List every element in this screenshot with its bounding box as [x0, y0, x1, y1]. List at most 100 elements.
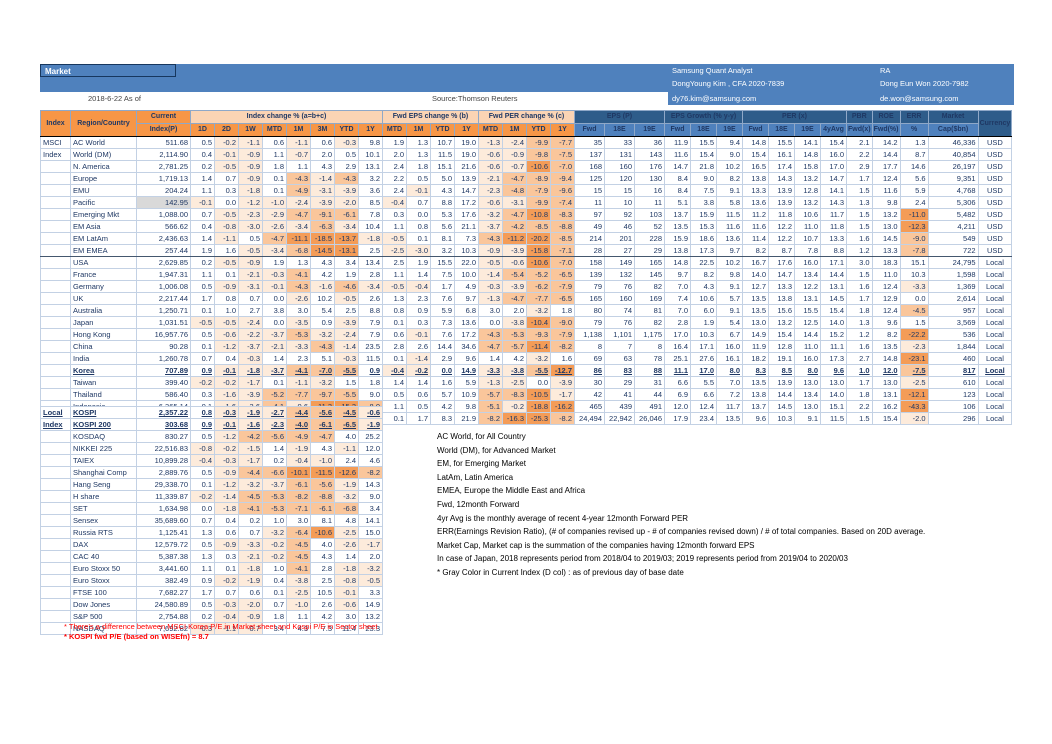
- per-value: 14.8: [742, 136, 769, 149]
- index-change: 1.4: [262, 442, 287, 455]
- current-index: 1,125.41: [136, 526, 191, 539]
- index-group-label: [40, 172, 71, 185]
- current-index: 511.68: [136, 136, 191, 149]
- fwd-per-change: -9.3: [526, 328, 551, 341]
- fwd-per-change: -5.4: [502, 268, 527, 281]
- fwd-eps-change: 17.6: [454, 208, 479, 221]
- per-value: 17.6: [768, 256, 795, 269]
- eps-growth: 5.8: [716, 196, 743, 209]
- index-change: 0.0: [190, 502, 215, 515]
- eps-growth: 17.9: [664, 412, 691, 425]
- current-index: 11,339.87: [136, 490, 191, 503]
- table-row: Emerging Mkt 1,088.00 0.7 -0.5 -2.3 -2.9 -4.7-…: [40, 208, 1013, 221]
- current-index: 586.40: [136, 388, 191, 401]
- fwd-eps-change: 19.0: [454, 148, 479, 161]
- market-cap: 957: [927, 304, 979, 317]
- per-value: 16.0: [794, 256, 821, 269]
- index-change: -0.5: [190, 316, 215, 329]
- index-change: -10.6: [310, 526, 335, 539]
- eps-growth: 13.5: [664, 220, 691, 233]
- per-value: 16.5: [742, 160, 769, 173]
- index-change: -0.2: [214, 442, 239, 455]
- fwd-eps-change: 10.0: [454, 268, 479, 281]
- err-value: -2.5: [899, 376, 929, 389]
- index-group-label: [40, 220, 71, 233]
- index-name: KOSPI 200: [70, 418, 137, 431]
- fwd-eps-change: 2.4: [382, 184, 407, 197]
- eps-value: 130: [634, 172, 665, 185]
- currency: Local: [977, 328, 1013, 341]
- region-name: EM LatAm: [70, 232, 137, 245]
- index-change: -0.4: [190, 454, 215, 467]
- index-change: 0.1: [214, 562, 239, 575]
- index-change: -0.9: [238, 256, 263, 269]
- fwd-eps-change: -1.4: [406, 352, 431, 365]
- market-cap: 40,854: [927, 148, 979, 161]
- fwd-eps-change: 0.6: [382, 328, 407, 341]
- per-value: 8.8: [820, 244, 847, 257]
- region-name: France: [70, 268, 137, 281]
- fwd-eps-change: 8.3: [430, 412, 455, 425]
- column-header: Index change % (a=b+c): [190, 110, 383, 124]
- eps-growth: 10.3: [690, 328, 717, 341]
- table-row: France 1,947.31 1.1 0.1 -2.1 -0.3 -4.1 4.2 1.9 2.…: [40, 268, 1013, 281]
- fwd-per-change: -7.9: [550, 328, 575, 341]
- current-index: 29,338.70: [136, 478, 191, 491]
- index-change: 0.0: [262, 316, 287, 329]
- err-value: 2.4: [899, 196, 929, 209]
- fwd-per-change: -7.4: [550, 196, 575, 209]
- index-change: -0.3: [214, 454, 239, 467]
- eps-value: 78: [634, 352, 665, 365]
- roe-value: 13.0: [871, 376, 901, 389]
- index-change: -0.8: [214, 220, 239, 233]
- index-change: -1.6: [310, 280, 335, 293]
- index-change: 1.5: [334, 376, 359, 389]
- fwd-eps-change: 10.3: [454, 244, 479, 257]
- index-change: 1.1: [190, 268, 215, 281]
- roe-value: 12.9: [871, 292, 901, 305]
- table-row: UK 2,217.44 1.7 0.8 0.7 0.0 -2.6 10.2 -0.5 2.6 1.3…: [40, 292, 1013, 305]
- err-value: -43.3: [899, 400, 929, 413]
- per-value: 17.4: [768, 160, 795, 173]
- index-change: -0.1: [334, 586, 359, 599]
- fwd-eps-change: 1.3: [406, 136, 431, 149]
- index-change: -2.3: [262, 418, 287, 431]
- per-value: 9.1: [794, 412, 821, 425]
- current-index: 22,516.83: [136, 442, 191, 455]
- index-change: -0.7: [286, 148, 311, 161]
- currency: Local: [977, 388, 1013, 401]
- index-change: -4.5: [286, 538, 311, 551]
- index-change: -18.5: [310, 232, 335, 245]
- fwd-per-change: -7.1: [550, 244, 575, 257]
- index-change: -1.9: [286, 442, 311, 455]
- table-row: NASDAQ 7,692.82 -0.3 -1.1 -0.7 3.4 4.3 7.3 11.4 2…: [40, 622, 383, 635]
- index-change: -3.7: [238, 340, 263, 353]
- index-change: 5.4: [310, 304, 335, 317]
- fwd-per-change: -16.3: [502, 412, 527, 425]
- currency: USD: [977, 172, 1013, 185]
- region-name: China: [70, 340, 137, 353]
- currency: Local: [977, 256, 1013, 269]
- index-change: 1.8: [262, 610, 287, 623]
- pbr-value: 1.6: [846, 340, 873, 353]
- current-index: 10,899.28: [136, 454, 191, 467]
- column-header: YTD: [334, 123, 359, 137]
- currency: Local: [977, 280, 1013, 293]
- index-change: -4.4: [238, 466, 263, 479]
- fwd-eps-change: 1.3: [382, 292, 407, 305]
- eps-growth: 14.8: [664, 256, 691, 269]
- roe-value: 13.3: [871, 244, 901, 257]
- index-change: 0.1: [262, 586, 287, 599]
- pbr-value: 3.0: [846, 256, 873, 269]
- column-header: Fwd(x): [846, 123, 873, 137]
- eps-growth: 17.1: [690, 340, 717, 353]
- index-name: Shanghai Comp: [70, 466, 137, 479]
- eps-growth: 13.7: [664, 208, 691, 221]
- index-group-label: [40, 232, 71, 245]
- column-header: 1M: [406, 123, 431, 137]
- current-index: 90.28: [136, 340, 191, 353]
- fwd-per-change: -3.9: [502, 280, 527, 293]
- fwd-eps-change: -0.1: [406, 184, 431, 197]
- fwd-per-change: -8.3: [502, 388, 527, 401]
- fwd-eps-change: 6.8: [454, 304, 479, 317]
